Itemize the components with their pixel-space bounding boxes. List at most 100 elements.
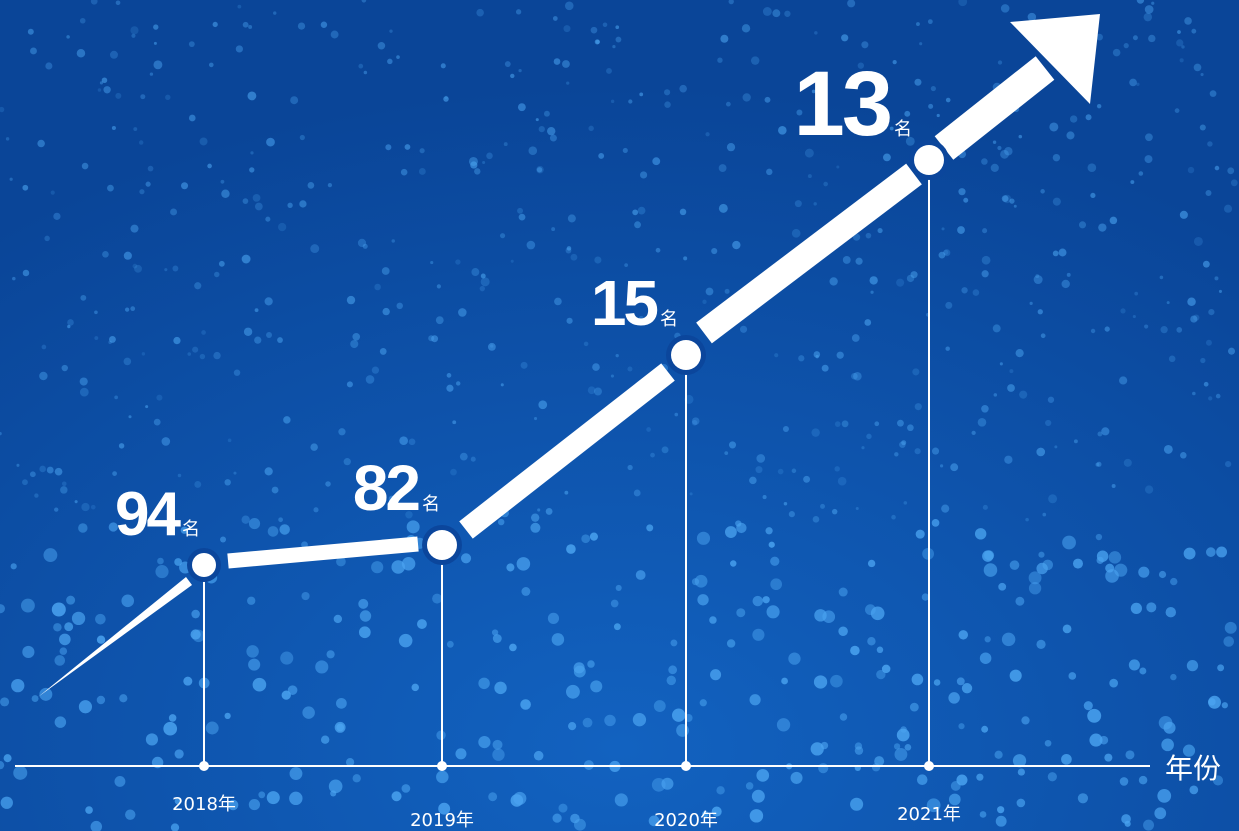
dot bbox=[1132, 35, 1138, 41]
dot bbox=[22, 269, 30, 277]
dot bbox=[213, 351, 221, 360]
dot bbox=[926, 798, 941, 813]
dot bbox=[358, 63, 364, 69]
dot bbox=[400, 168, 408, 176]
dot bbox=[115, 92, 122, 99]
dot bbox=[371, 366, 380, 374]
dot bbox=[440, 63, 446, 69]
dot bbox=[379, 348, 387, 355]
dot bbox=[518, 213, 526, 221]
dot bbox=[476, 8, 484, 17]
dot bbox=[404, 144, 411, 150]
dot bbox=[96, 695, 106, 705]
dot bbox=[346, 381, 353, 388]
dot bbox=[1216, 546, 1228, 558]
dot bbox=[1143, 12, 1153, 22]
dot bbox=[61, 364, 68, 372]
dot bbox=[956, 677, 965, 686]
dot bbox=[718, 164, 727, 172]
dot bbox=[79, 17, 86, 24]
dot bbox=[287, 202, 293, 208]
dot bbox=[336, 723, 345, 732]
dot bbox=[31, 695, 39, 703]
dot bbox=[589, 532, 598, 541]
dot bbox=[661, 777, 674, 790]
dot bbox=[1097, 431, 1103, 437]
dot bbox=[783, 502, 788, 506]
dot bbox=[1174, 108, 1180, 113]
dot bbox=[928, 103, 934, 109]
dot bbox=[436, 770, 449, 784]
node bbox=[914, 145, 944, 175]
dot bbox=[594, 256, 602, 264]
dot bbox=[866, 433, 872, 440]
dot bbox=[870, 606, 885, 621]
dot bbox=[1144, 485, 1154, 494]
dot bbox=[871, 763, 881, 772]
dot bbox=[1015, 349, 1024, 358]
dot bbox=[679, 208, 687, 216]
dot bbox=[981, 405, 989, 413]
dot bbox=[874, 421, 880, 427]
dot bbox=[1205, 190, 1212, 196]
dot bbox=[1159, 275, 1164, 280]
dot bbox=[130, 306, 136, 312]
dot bbox=[488, 792, 498, 802]
dot bbox=[382, 307, 390, 316]
dot bbox=[814, 31, 818, 35]
year-label: 2018年 bbox=[172, 794, 236, 815]
dot bbox=[977, 417, 987, 427]
dot bbox=[266, 331, 273, 338]
dot bbox=[931, 519, 940, 527]
dot bbox=[530, 513, 540, 522]
dot bbox=[851, 372, 858, 380]
dot bbox=[994, 750, 1003, 759]
dot bbox=[876, 646, 884, 654]
dot bbox=[1212, 775, 1224, 786]
dot bbox=[1119, 777, 1129, 786]
dot bbox=[1018, 134, 1023, 139]
dot bbox=[851, 334, 860, 342]
dot bbox=[1181, 45, 1185, 49]
dot bbox=[1144, 155, 1153, 164]
dot bbox=[613, 623, 621, 631]
dot bbox=[417, 619, 427, 629]
dot bbox=[174, 558, 183, 566]
dot bbox=[650, 452, 655, 458]
dot bbox=[50, 190, 55, 195]
dot bbox=[1179, 210, 1188, 219]
dot bbox=[190, 629, 201, 640]
dot bbox=[486, 152, 493, 160]
dot bbox=[998, 582, 1007, 591]
dot bbox=[510, 73, 515, 79]
dot bbox=[1104, 326, 1110, 332]
dot bbox=[1214, 165, 1220, 171]
dot bbox=[870, 290, 874, 294]
dot bbox=[474, 168, 481, 175]
dot bbox=[1089, 733, 1103, 747]
dot bbox=[876, 669, 886, 680]
dot bbox=[517, 103, 526, 112]
dot bbox=[679, 84, 687, 93]
dot bbox=[990, 163, 999, 172]
dot bbox=[982, 504, 988, 510]
dot bbox=[877, 228, 883, 234]
dot bbox=[214, 271, 220, 278]
dot bbox=[64, 622, 74, 632]
dot bbox=[432, 593, 443, 604]
rank-unit: 名 bbox=[422, 494, 440, 515]
dot bbox=[503, 142, 508, 147]
dot bbox=[1009, 560, 1020, 570]
dot bbox=[1013, 204, 1017, 208]
dot bbox=[914, 448, 921, 455]
dot bbox=[220, 536, 227, 543]
dot bbox=[838, 626, 848, 636]
dot bbox=[277, 337, 283, 343]
dot bbox=[566, 81, 570, 85]
dot bbox=[194, 480, 202, 488]
dot bbox=[762, 7, 772, 16]
dot bbox=[338, 428, 346, 436]
dot bbox=[814, 609, 827, 622]
dot bbox=[997, 145, 1002, 151]
